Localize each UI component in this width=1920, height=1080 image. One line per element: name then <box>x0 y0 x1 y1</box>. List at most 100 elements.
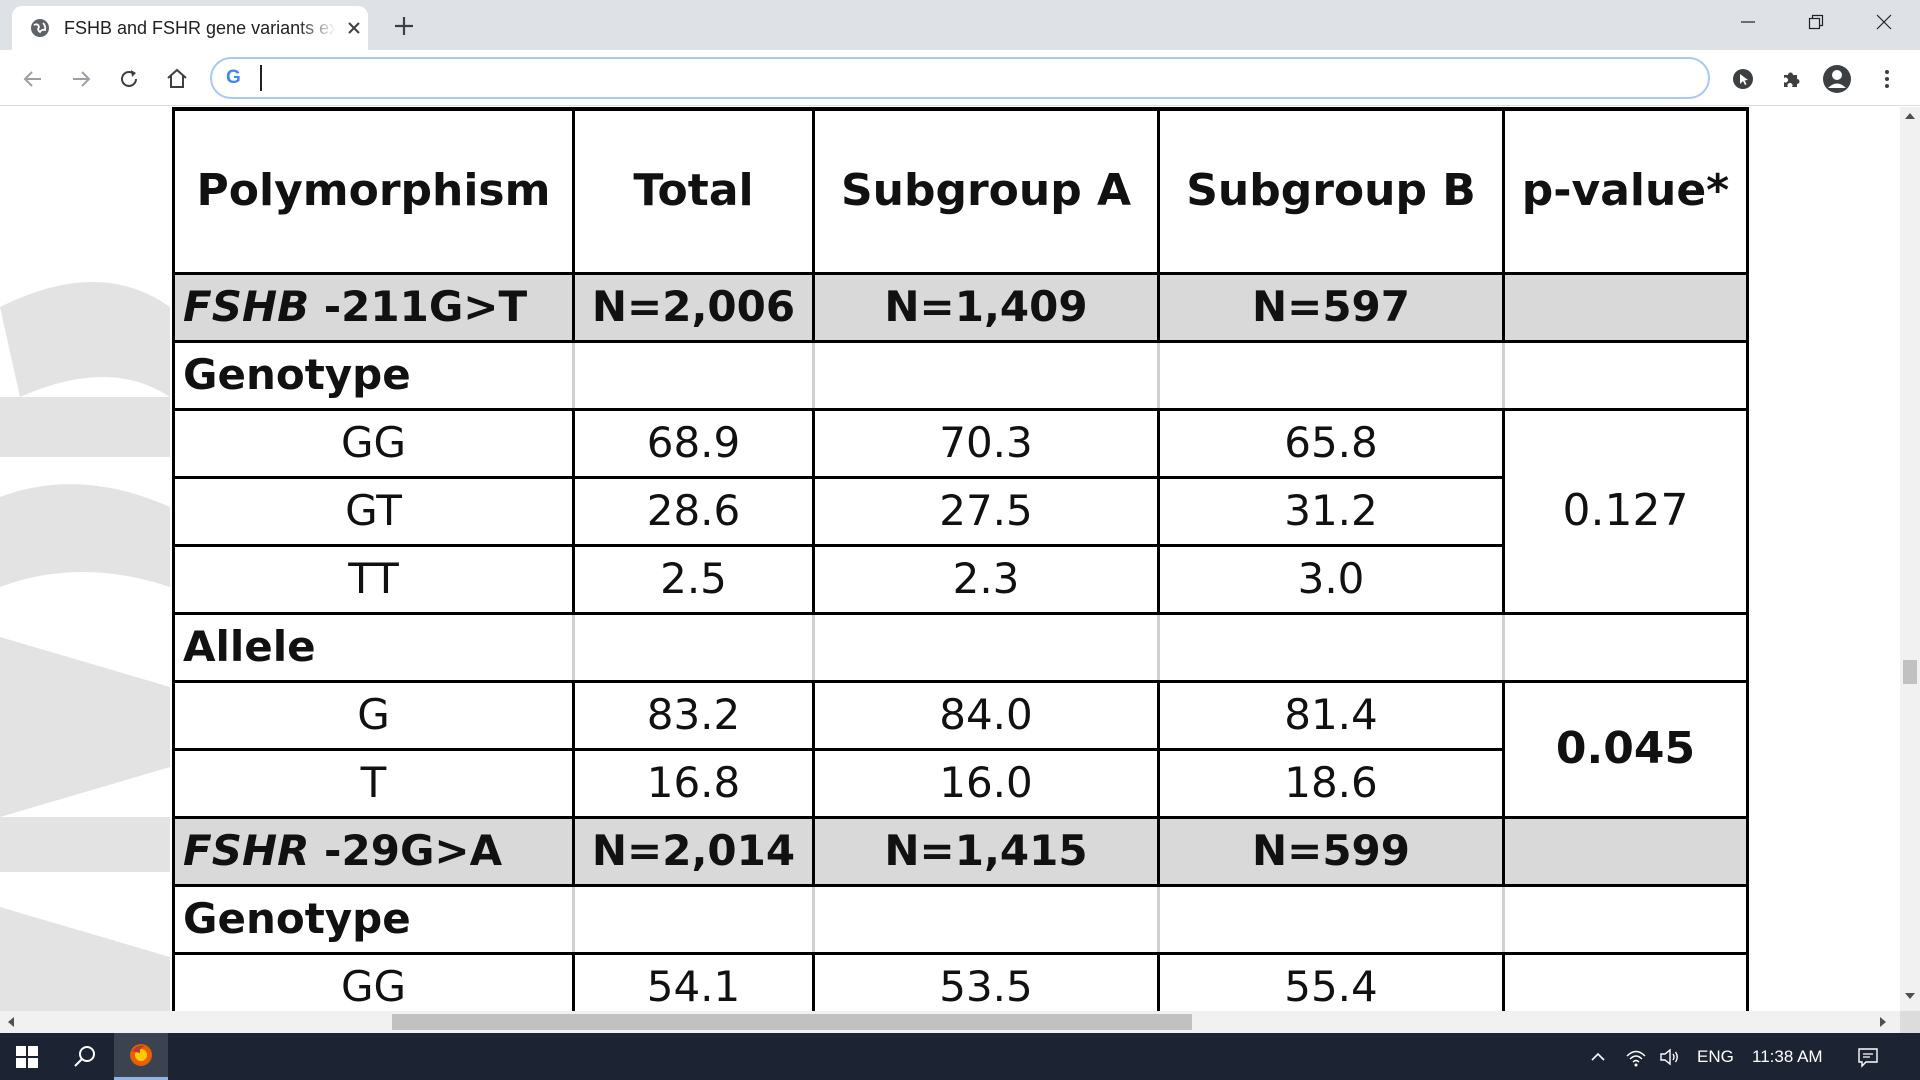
minimize-button[interactable] <box>1720 0 1776 44</box>
p-value-cell: 0.045 <box>1502 679 1749 819</box>
minimize-icon <box>1741 21 1755 23</box>
empty-cell <box>572 611 815 683</box>
reload-button[interactable] <box>114 64 144 94</box>
action-center-button[interactable] <box>1854 1043 1882 1071</box>
value-subgroup-b: 3.0 <box>1157 543 1505 615</box>
scroll-left-arrow[interactable] <box>8 1017 14 1027</box>
horizontal-scrollbar[interactable] <box>0 1011 1900 1033</box>
notification-icon <box>1858 1048 1878 1068</box>
browser-toolbar: G <box>0 50 1920 106</box>
network-button[interactable] <box>1622 1043 1650 1071</box>
locus-row: FSHB -211G>T N=2,006 N=1,409 N=597 <box>172 271 1749 343</box>
empty-cell <box>812 339 1160 411</box>
home-icon <box>167 68 187 88</box>
tab-title: FSHB and FSHR gene variants ex <box>64 18 336 38</box>
start-button[interactable] <box>0 1033 54 1080</box>
show-hidden-icons-button[interactable] <box>1584 1043 1612 1071</box>
scroll-right-arrow[interactable] <box>1880 1017 1886 1027</box>
scroll-down-arrow[interactable] <box>1905 993 1915 999</box>
value-subgroup-b: 18.6 <box>1157 747 1505 819</box>
back-icon <box>23 71 41 87</box>
empty-cell <box>812 883 1160 955</box>
extensions-button[interactable] <box>1776 64 1806 94</box>
scroll-up-arrow[interactable] <box>1905 113 1915 119</box>
group-label-row: Allele <box>172 611 1749 683</box>
locus-row: FSHR -29G>A N=2,014 N=1,415 N=599 <box>172 815 1749 887</box>
taskbar-search-button[interactable] <box>58 1033 112 1080</box>
restore-button[interactable] <box>1788 0 1844 44</box>
profile-button[interactable] <box>1822 64 1852 94</box>
empty-cell <box>572 883 815 955</box>
close-icon[interactable] <box>342 16 366 40</box>
browser-menu-button[interactable] <box>1872 64 1902 94</box>
input-language[interactable]: ENG <box>1697 1047 1734 1066</box>
globe-icon <box>31 19 49 37</box>
profile-icon <box>1823 65 1851 93</box>
table-row: GG 68.9 70.3 65.8 0.127 <box>172 407 1749 615</box>
address-bar[interactable]: G <box>210 57 1710 99</box>
forward-button[interactable] <box>66 64 96 94</box>
plus-icon[interactable] <box>390 12 418 40</box>
cursor-extension-icon <box>1733 69 1753 89</box>
n-total: N=2,006 <box>572 271 815 343</box>
value-subgroup-b: 31.2 <box>1157 475 1505 547</box>
tab-strip: FSHB and FSHR gene variants ex <box>0 0 1920 50</box>
restore-icon <box>1808 14 1824 30</box>
google-icon: G <box>226 67 241 88</box>
horizontal-scroll-thumb[interactable] <box>392 1014 1192 1030</box>
gene-name: FSHR <box>183 826 310 875</box>
group-label-row: Genotype <box>172 339 1749 411</box>
p-value-cell <box>1502 951 1749 1011</box>
value-subgroup-b: 65.8 <box>1157 407 1505 479</box>
variant-name: -29G>A <box>309 826 503 875</box>
back-button[interactable] <box>18 64 48 94</box>
cursor-extension-button[interactable] <box>1728 64 1758 94</box>
results-table-container: Polymorphism Total Subgroup A Subgroup B… <box>172 107 1749 1011</box>
windows-icon <box>16 1045 38 1068</box>
value-subgroup-a: 70.3 <box>812 407 1160 479</box>
vertical-scrollbar[interactable] <box>1900 107 1920 1011</box>
group-label: Genotype <box>172 883 575 955</box>
system-clock[interactable]: 11:38 AM <box>1752 1047 1823 1066</box>
polymorphism-table: Polymorphism Total Subgroup A Subgroup B… <box>172 107 1749 1011</box>
volume-icon <box>1660 1048 1678 1066</box>
variant-label: GT <box>172 475 575 547</box>
value-subgroup-a: 2.3 <box>812 543 1160 615</box>
variant-label: GG <box>172 951 575 1011</box>
value-subgroup-a: 84.0 <box>812 679 1160 751</box>
value-total: 2.5 <box>572 543 815 615</box>
variant-label: TT <box>172 543 575 615</box>
locus-cell: FSHB -211G>T <box>172 271 575 343</box>
table-row: GT 28.6 27.5 31.2 <box>172 475 1748 547</box>
chevron-up-icon <box>1591 1052 1605 1061</box>
n-subgroup-b: N=597 <box>1157 271 1505 343</box>
puzzle-icon <box>1784 72 1800 87</box>
table-header-row: Polymorphism Total Subgroup A Subgroup B… <box>172 107 1749 275</box>
address-input[interactable] <box>260 65 1680 91</box>
close-icon <box>1876 14 1892 30</box>
vertical-scroll-thumb[interactable] <box>1903 660 1917 685</box>
group-label: Allele <box>172 611 575 683</box>
header-subgroup-a: Subgroup A <box>812 107 1160 275</box>
variant-label: GG <box>172 407 575 479</box>
browser-tab[interactable]: FSHB and FSHR gene variants ex <box>12 6 368 50</box>
table-row: TT 2.5 2.3 3.0 <box>172 543 1748 615</box>
gene-name: FSHB <box>183 282 310 331</box>
locus-cell: FSHR -29G>A <box>172 815 575 887</box>
home-button[interactable] <box>162 64 192 94</box>
close-window-button[interactable] <box>1856 0 1912 44</box>
n-subgroup-b: N=599 <box>1157 815 1505 887</box>
table-body: FSHB -211G>T N=2,006 N=1,409 N=597 Genotype G… <box>172 271 1749 1011</box>
reload-icon <box>121 70 137 87</box>
value-total: 54.1 <box>572 951 815 1011</box>
header-total: Total <box>572 107 815 275</box>
n-subgroup-a: N=1,409 <box>812 271 1160 343</box>
value-subgroup-b: 55.4 <box>1157 951 1505 1011</box>
taskbar-browser-app[interactable] <box>114 1033 168 1080</box>
volume-button[interactable] <box>1656 1043 1684 1071</box>
header-subgroup-b: Subgroup B <box>1157 107 1505 275</box>
empty-cell <box>1157 883 1505 955</box>
value-total: 16.8 <box>572 747 815 819</box>
network-icon <box>1626 1050 1646 1067</box>
empty-cell <box>1157 339 1505 411</box>
